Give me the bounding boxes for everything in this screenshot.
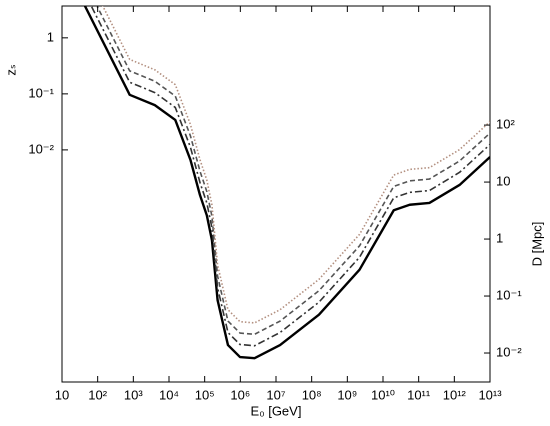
data-line — [90, 6, 490, 347]
y-tick-label: 1 — [47, 29, 54, 44]
x-tick-label: 10¹³ — [478, 387, 502, 402]
x-axis-label: E₀ [GeV] — [251, 403, 302, 418]
y2-tick-label: 10² — [496, 117, 515, 132]
x-tick-label: 10⁴ — [159, 387, 179, 402]
y-axis-label: zₛ — [3, 64, 18, 76]
x-tick-label: 10¹¹ — [407, 387, 431, 402]
x-tick-label: 10³ — [124, 387, 143, 402]
y-tick-label: 10⁻² — [28, 141, 54, 156]
data-line — [96, 6, 490, 336]
x-tick-label: 10² — [88, 387, 107, 402]
y2-tick-label: 1 — [496, 230, 503, 245]
y2-axis-label: D [Mpc] — [529, 222, 544, 267]
y-tick-label: 10⁻¹ — [28, 85, 54, 100]
x-tick-label: 10⁸ — [302, 387, 322, 402]
x-tick-label: 10 — [55, 387, 69, 402]
plot-area — [83, 6, 490, 360]
data-line — [83, 6, 490, 360]
y2-tick-label: 10⁻¹ — [496, 287, 522, 302]
x-tick-label: 10⁹ — [337, 387, 357, 402]
x-tick-label: 10⁵ — [195, 387, 215, 402]
data-line — [101, 6, 490, 324]
y2-tick-label: 10 — [496, 174, 510, 189]
x-tick-label: 10⁷ — [266, 387, 285, 402]
y2-tick-label: 10⁻² — [496, 344, 522, 359]
x-tick-label: 10¹² — [443, 387, 467, 402]
x-tick-label: 10⁶ — [230, 387, 250, 402]
x-tick-label: 10¹⁰ — [371, 387, 395, 402]
